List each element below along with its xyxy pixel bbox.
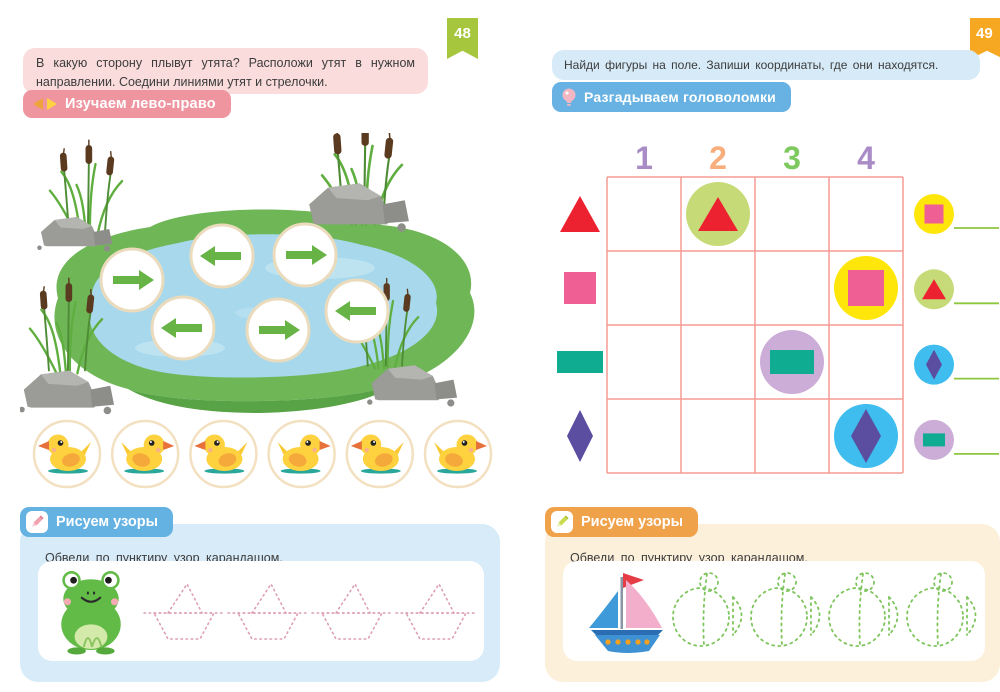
row-label-triangle bbox=[560, 196, 600, 232]
page-number-ribbon-left: 48 bbox=[447, 18, 478, 59]
duck-facing-right bbox=[110, 419, 180, 489]
instruction-text-right: Найди фигуры на поле. Запиши координаты,… bbox=[564, 58, 939, 72]
arrow-icon bbox=[161, 318, 202, 338]
duck-facing-left bbox=[189, 419, 258, 489]
square-shape bbox=[564, 272, 596, 304]
direction-arrow-circle-right bbox=[99, 247, 165, 313]
grid-token-square-col4-row2 bbox=[834, 256, 898, 320]
answer-item-diamond bbox=[914, 344, 999, 385]
triangle-shape bbox=[698, 197, 738, 231]
direction-arrow-circle-left bbox=[324, 278, 390, 344]
square-shape bbox=[848, 270, 884, 306]
arrow-icon bbox=[335, 301, 376, 321]
duck-facing-right bbox=[423, 419, 493, 489]
dotted-sails-pattern bbox=[672, 572, 977, 647]
pencil-icon bbox=[551, 511, 573, 533]
rectangle-shape bbox=[557, 351, 603, 373]
coordinates-puzzle: 1 2 3 4 bbox=[557, 140, 999, 474]
arrow-icon bbox=[113, 270, 154, 290]
pond-illustration bbox=[20, 133, 475, 415]
frog-illustration bbox=[61, 571, 121, 655]
section-badge-label: Изучаем лево-право bbox=[65, 96, 216, 112]
pattern-canvas-left bbox=[38, 561, 484, 661]
pattern-panel-right: Обведи по пунктиру узор карандашом. bbox=[545, 524, 1000, 682]
section-badge-left-right: Изучаем лево-право bbox=[23, 90, 231, 118]
grid-column-label-1: 1 bbox=[635, 140, 653, 176]
pencil-icon bbox=[26, 511, 48, 533]
instruction-text-left: В какую сторону плывут утята? Расположи … bbox=[36, 56, 415, 89]
direction-arrow-circle-left bbox=[189, 223, 255, 289]
rectangle-shape bbox=[770, 350, 814, 374]
section-badge-label: Разгадываем головоломки bbox=[584, 89, 776, 105]
direction-arrow-circles bbox=[99, 222, 390, 363]
duck-facing-left bbox=[32, 419, 102, 489]
ducks-row bbox=[32, 419, 493, 489]
grid-token-triangle-col2-row1 bbox=[686, 182, 750, 246]
diamond-shape bbox=[567, 410, 593, 462]
arrow-icon bbox=[200, 246, 241, 266]
section-badge-puzzles: Разгадываем головоломки bbox=[552, 82, 791, 112]
direction-arrow-circle-left bbox=[150, 295, 216, 361]
diamond-shape bbox=[851, 409, 881, 463]
answer-item-square bbox=[914, 194, 999, 234]
direction-arrow-circle-right bbox=[245, 297, 311, 363]
grid-column-label-3: 3 bbox=[783, 140, 801, 176]
section-badge-draw-patterns-right: Рисуем узоры bbox=[545, 507, 698, 537]
section-badge-label: Рисуем узоры bbox=[56, 514, 158, 530]
sailboat-illustration bbox=[589, 573, 663, 653]
duck-facing-left bbox=[345, 419, 415, 489]
pattern-canvas-right bbox=[563, 561, 985, 661]
instruction-box-right: Найди фигуры на поле. Запиши координаты,… bbox=[552, 50, 980, 80]
arrow-icon bbox=[259, 320, 300, 340]
pattern-panel-left: Обведи по пунктиру узор карандашом. bbox=[20, 524, 500, 682]
direction-arrow-circle-right bbox=[272, 222, 338, 288]
dotted-boats-pattern bbox=[143, 583, 476, 640]
answer-item-triangle bbox=[914, 269, 999, 310]
triangle-shape bbox=[560, 196, 600, 232]
coordinate-grid bbox=[606, 176, 904, 474]
arrow-icon bbox=[286, 245, 327, 265]
grid-column-label-4: 4 bbox=[857, 140, 875, 176]
rectangle-shape bbox=[923, 433, 945, 447]
section-badge-label: Рисуем узоры bbox=[581, 514, 683, 530]
grid-token-rectangle-col3-row3 bbox=[760, 330, 824, 394]
lightbulb-icon bbox=[562, 88, 576, 106]
grid-column-label-2: 2 bbox=[709, 140, 727, 176]
section-badge-draw-patterns-left: Рисуем узоры bbox=[20, 507, 173, 537]
diamond-shape bbox=[926, 349, 942, 380]
duck-facing-right bbox=[267, 419, 336, 489]
square-shape bbox=[924, 204, 944, 224]
row-label-square bbox=[564, 272, 596, 304]
left-right-arrows-icon bbox=[33, 98, 57, 110]
triangle-shape bbox=[922, 279, 946, 300]
grid-token-diamond-col4-row4 bbox=[834, 404, 898, 468]
row-label-rectangle bbox=[557, 351, 603, 373]
answer-item-rectangle bbox=[914, 419, 999, 460]
row-label-diamond bbox=[567, 410, 593, 462]
instruction-box-left: В какую сторону плывут утята? Расположи … bbox=[23, 48, 428, 94]
